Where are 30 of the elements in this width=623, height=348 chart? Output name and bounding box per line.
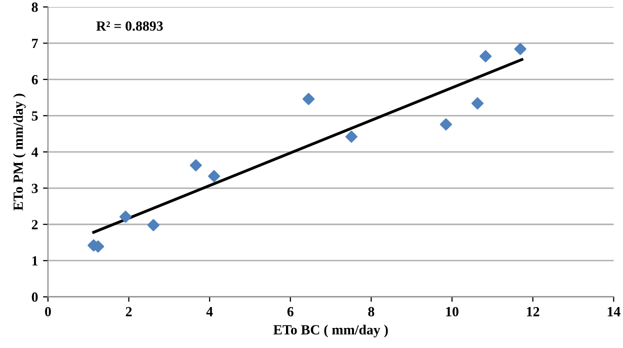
point <box>147 219 160 232</box>
point <box>119 210 132 223</box>
y-tick-label: 4 <box>31 148 38 157</box>
point <box>208 170 220 182</box>
point <box>514 42 526 56</box>
x-tick-label: 14 <box>608 307 620 316</box>
x-tick-label: 12 <box>527 307 540 316</box>
x-tick-label: 4 <box>206 307 213 316</box>
y-tick-label: 7 <box>32 38 38 48</box>
y-tick-label: 1 <box>32 256 38 266</box>
x-axis-title: ETo BC ( mm/day ) <box>273 324 388 338</box>
y-axis-title: ETo PM ( mm/day ) <box>13 94 26 210</box>
y-tick-label: 8 <box>32 2 38 12</box>
x-tick-label: 10 <box>446 306 458 316</box>
y-tick-label: 5 <box>32 111 38 121</box>
point <box>190 159 202 172</box>
point <box>479 50 492 62</box>
point <box>440 118 452 130</box>
y-tick-label: 0 <box>32 292 38 302</box>
point <box>345 130 358 143</box>
x-tick-label: 0 <box>45 306 51 316</box>
y-tick-label: 6 <box>32 75 38 84</box>
point <box>471 97 484 110</box>
x-tick-label: 6 <box>287 307 294 316</box>
x-tick-label: 8 <box>368 306 374 316</box>
x-tick-label: 2 <box>126 307 132 316</box>
y-tick-label: 2 <box>32 220 38 230</box>
annotation: R² = 0.8893 <box>96 21 163 31</box>
y-tick-label: 3 <box>32 184 38 194</box>
point <box>302 92 315 106</box>
